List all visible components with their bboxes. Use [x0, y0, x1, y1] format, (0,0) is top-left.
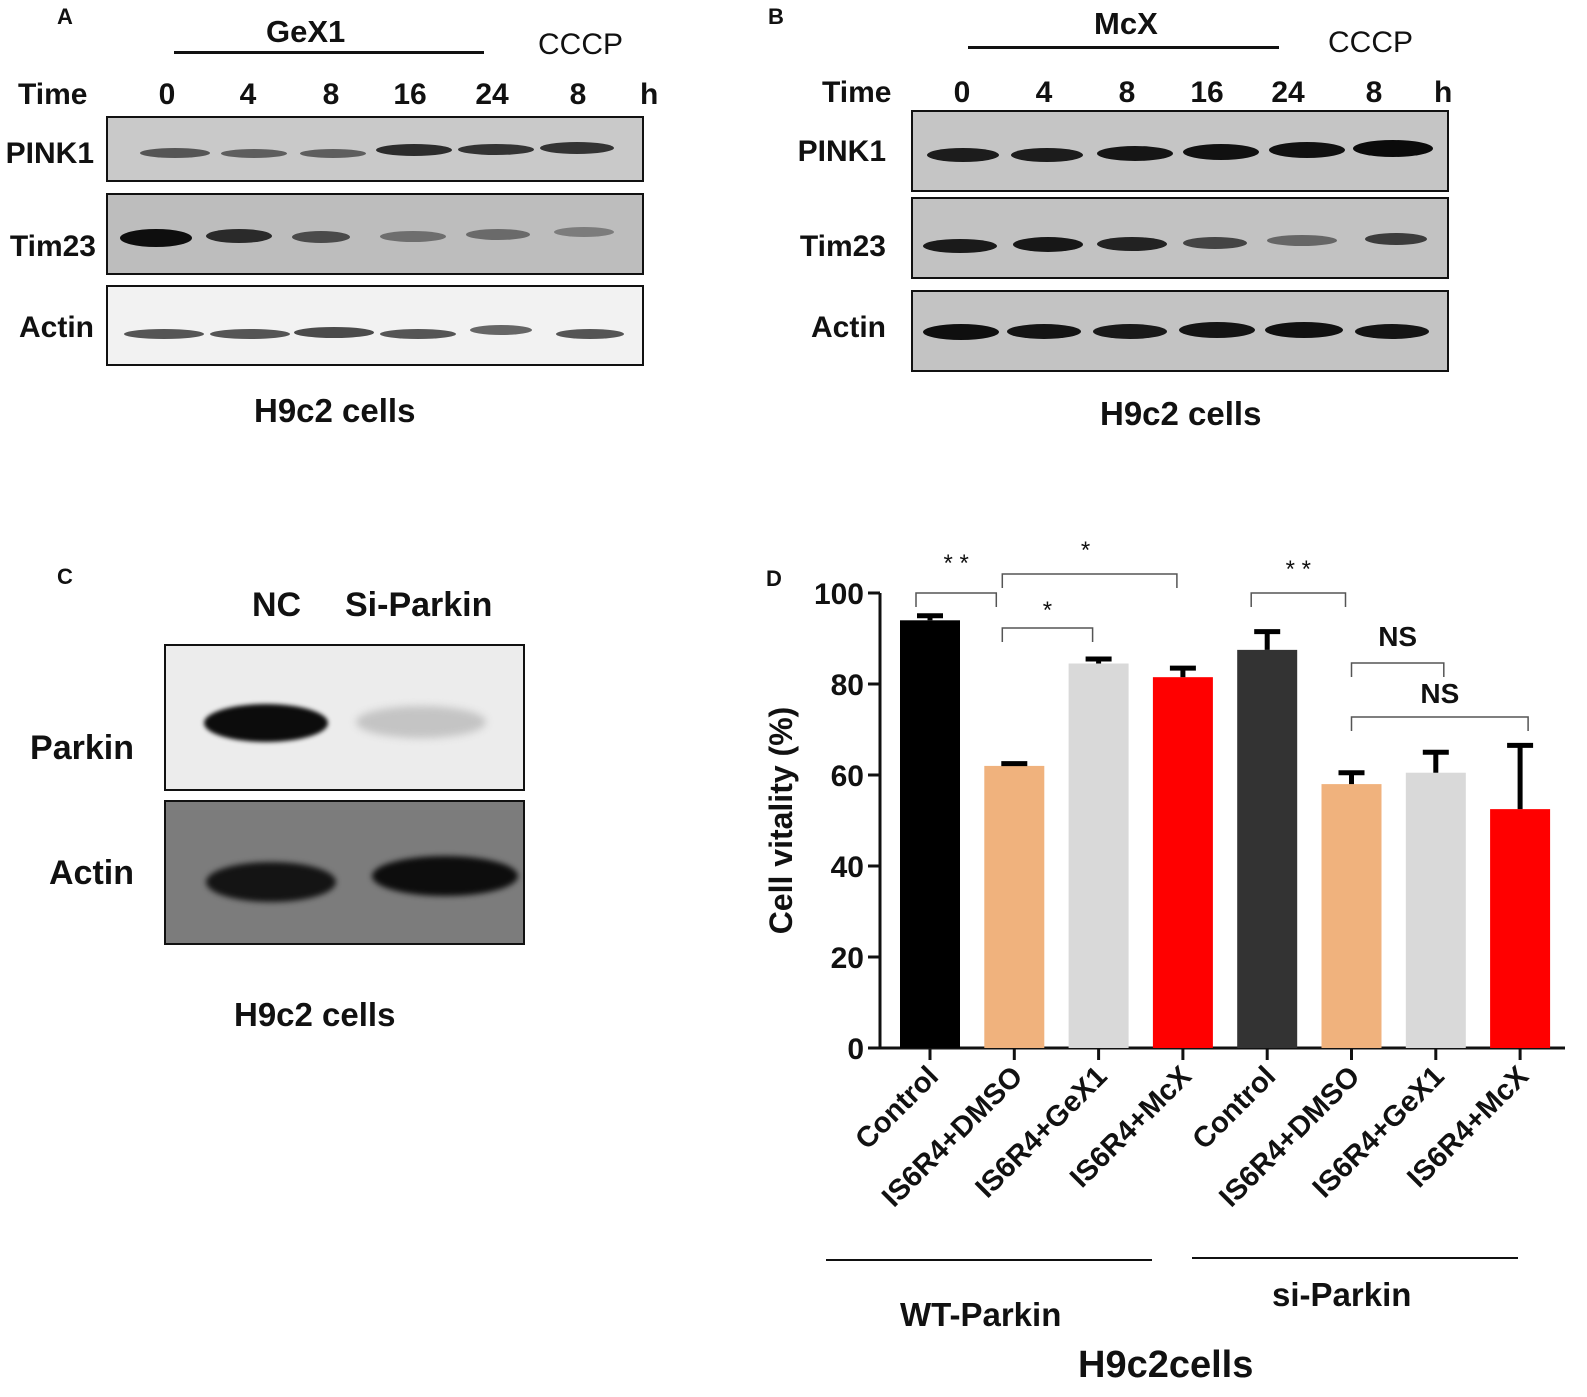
y-tick-label: 0 — [847, 1033, 864, 1066]
y-axis-label: Cell vitality (%) — [763, 707, 799, 935]
panela-lane-label: 8 — [569, 78, 587, 111]
panel-c-letter: C — [57, 564, 73, 589]
bar — [1405, 772, 1466, 1048]
bar — [900, 620, 960, 1048]
panel-b-row-tim23: Tim23 — [799, 230, 886, 263]
panel-a-cccp: CCCP — [538, 28, 624, 61]
panelb-lane-label: 24 — [1271, 76, 1305, 109]
panela-lane-label: 8 — [322, 78, 340, 111]
bar — [1490, 809, 1551, 1048]
panela-lane-label: 0 — [158, 78, 176, 111]
significance-label: * — [1043, 597, 1052, 624]
y-tick-label: 60 — [831, 760, 864, 793]
group-label-si-parkin: si-Parkin — [1272, 1276, 1412, 1313]
y-tick-label: 80 — [831, 669, 864, 702]
y-tick-label: 40 — [831, 851, 864, 884]
group-label-wt-parkin: WT-Parkin — [900, 1296, 1062, 1333]
panelb-lane-label: 0 — [953, 76, 971, 109]
panel-a-blot-actin — [106, 285, 644, 366]
panel-b-treatment-line — [968, 46, 1279, 49]
panel-b-letter: B — [768, 4, 784, 29]
panel-a-blot-tim23 — [106, 193, 644, 275]
panel-c-row-parkin: Parkin — [30, 729, 134, 767]
panel-a-letter: A — [57, 4, 73, 29]
bar — [1152, 677, 1213, 1048]
significance-label: * * — [1286, 556, 1311, 583]
panel-a-time-label: Time — [18, 78, 88, 111]
panel-c-blot-parkin — [164, 644, 525, 791]
panelb-lane-label: 8 — [1118, 76, 1136, 109]
significance-bracket — [1350, 662, 1445, 677]
bar — [1237, 649, 1298, 1048]
panela-lane-label: 24 — [475, 78, 509, 111]
panel-c-blot-actin — [164, 800, 525, 945]
panel-c-lane-si-parkin: Si-Parkin — [345, 586, 493, 624]
panel-b-treatment: McX — [1094, 6, 1158, 41]
bar — [984, 765, 1045, 1048]
panel-b-caption: H9c2 cells — [1100, 395, 1262, 432]
panel-c-caption: H9c2 cells — [234, 996, 396, 1033]
y-tick-label: 100 — [814, 578, 864, 611]
panel-b-blot-tim23 — [911, 197, 1449, 279]
panelb-lane-label: 4 — [1035, 76, 1053, 109]
panel-b-blot-pink1 — [911, 110, 1449, 192]
panel-a-row-actin: Actin — [19, 311, 94, 344]
panel-a-treatment: GeX1 — [266, 14, 346, 49]
significance-bracket — [1250, 592, 1347, 607]
panel-a-unit: h — [640, 78, 659, 111]
significance-bracket — [1001, 627, 1094, 642]
panelb-lane-label: 8 — [1365, 76, 1383, 109]
panel-a-row-pink1: PINK1 — [5, 137, 94, 170]
significance-label: NS — [1378, 621, 1417, 652]
panel-a-blot-pink1 — [106, 116, 644, 182]
panela-lane-label: 16 — [393, 78, 427, 111]
significance-bracket — [915, 592, 998, 607]
panel-b-unit: h — [1434, 76, 1453, 109]
panel-b-row-actin: Actin — [811, 311, 886, 344]
panel-d-letter: D — [766, 566, 782, 591]
panel-a-caption: H9c2 cells — [254, 392, 416, 429]
group-line-si-parkin — [1192, 1257, 1518, 1259]
panel-b-row-pink1: PINK1 — [797, 135, 886, 168]
y-tick-label: 20 — [831, 942, 864, 975]
panel-b-blot-actin — [911, 290, 1449, 372]
significance-label: NS — [1420, 678, 1459, 709]
panel-b-cccp: CCCP — [1328, 26, 1414, 59]
significance-bracket — [1350, 716, 1529, 731]
group-line-wt-parkin — [826, 1259, 1152, 1261]
significance-bracket — [1001, 573, 1178, 588]
panel-c-row-actin: Actin — [49, 854, 134, 892]
panel-d-footer: H9c2cells — [1078, 1344, 1254, 1386]
panel-a-row-tim23: Tim23 — [9, 230, 96, 263]
significance-label: * — [1081, 537, 1090, 564]
panel-a-treatment-line — [174, 51, 484, 54]
panelb-lane-label: 16 — [1190, 76, 1224, 109]
panela-lane-label: 4 — [239, 78, 257, 111]
bar — [1068, 663, 1129, 1048]
significance-label: * * — [943, 550, 968, 577]
bar — [1321, 784, 1382, 1048]
panel-c-lane-nc: NC — [252, 586, 302, 624]
panel-b-time-label: Time — [822, 76, 892, 109]
